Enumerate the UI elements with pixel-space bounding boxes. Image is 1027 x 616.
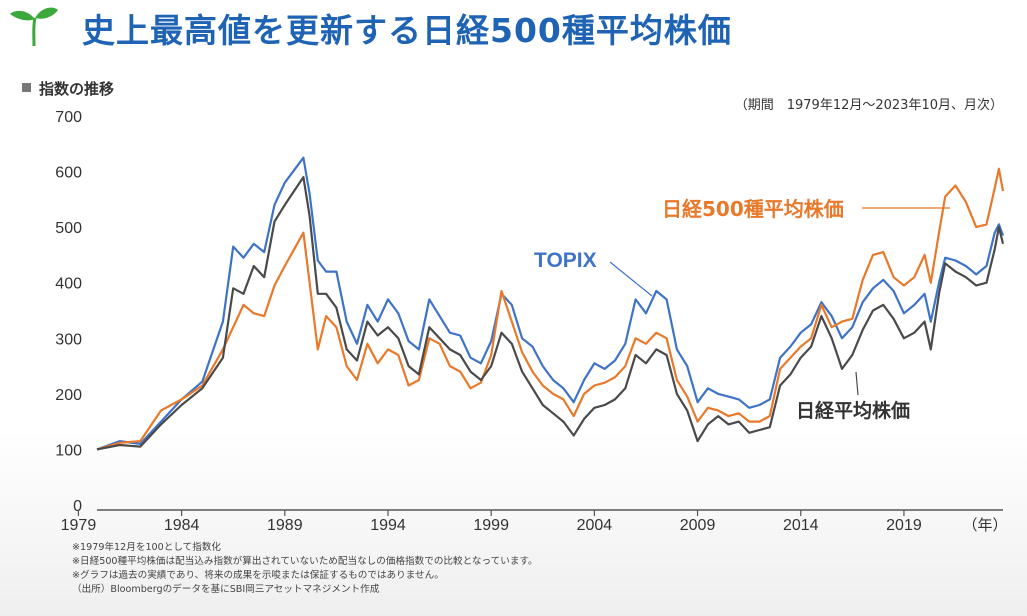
y-tick-label: 0 [73, 498, 82, 515]
square-bullet-icon [22, 83, 31, 92]
x-tick-label: 1984 [164, 517, 200, 534]
footnote: ※1979年12月を100として指数化 [72, 542, 222, 553]
x-tick-label: 1999 [473, 517, 509, 534]
y-tick-label: 600 [55, 165, 82, 182]
footnote: ※日経500種平均株価は配当込み指数が算出されていないため配当なしの価格指数での… [72, 556, 538, 567]
footnotes: ※1979年12月を100として指数化 ※日経500種平均株価は配当込み指数が算… [72, 541, 538, 597]
footnote: （出所）Bloombergのデータを基にSBI岡三アセットマネジメント作成 [72, 584, 380, 595]
y-tick-label: 500 [55, 220, 82, 237]
x-tick-label: 2014 [783, 517, 819, 534]
x-tick-label: 2009 [680, 517, 716, 534]
title-row: 史上最高値を更新する日経500種平均株価 [0, 0, 1027, 58]
y-tick-label: 100 [55, 442, 82, 459]
period-label: （期間 1979年12月～2023年10月、月次） [734, 98, 1003, 113]
y-tick-label: 200 [55, 387, 82, 404]
series-line-nikkei500 [96, 167, 1005, 451]
y-tick-label: 400 [55, 276, 82, 293]
topix-leader-line [609, 261, 653, 297]
footnote: ※グラフは過去の実績であり、将来の成果を示唆または保証するものではありません。 [72, 570, 444, 581]
x-tick-label: 2019 [886, 517, 922, 534]
x-tick-label: 1979 [61, 517, 97, 534]
x-axis-unit-label: （年） [962, 517, 1007, 534]
sprout-icon [10, 7, 58, 47]
series-label-topix: TOPIX [534, 249, 597, 272]
chart-subtitle: 指数の推移 [22, 78, 114, 99]
nikkei225-leader-line [855, 371, 859, 396]
x-tick-label: 1994 [370, 517, 406, 534]
x-tick-label: 2004 [577, 517, 613, 534]
series-line-nikkei225 [96, 176, 1005, 451]
x-tick-label: 1989 [267, 517, 303, 534]
chart-subtitle-text: 指数の推移 [39, 80, 115, 98]
page-title: 史上最高値を更新する日経500種平均株価 [82, 11, 732, 50]
y-tick-label: 300 [55, 331, 82, 348]
series-label-nikkei225: 日経平均株価 [796, 399, 910, 422]
series-line-topix [96, 156, 1005, 451]
series-label-nikkei500: 日経500種平均株価 [662, 197, 844, 221]
y-tick-label: 700 [55, 109, 82, 126]
